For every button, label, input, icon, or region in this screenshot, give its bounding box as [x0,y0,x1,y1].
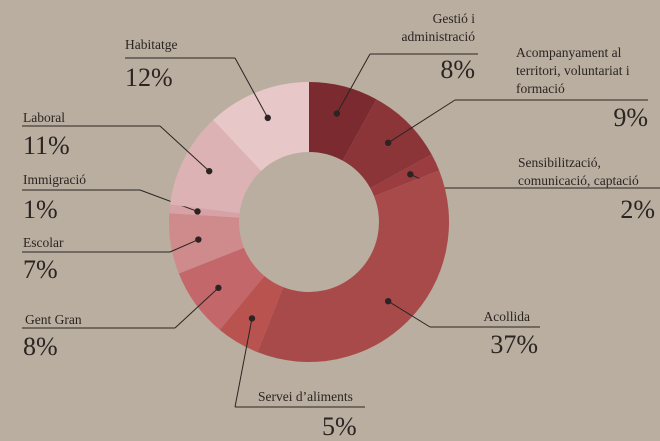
leader-dot [407,171,414,178]
category-label: Laboral [23,110,65,125]
value-label: 1% [23,195,58,224]
slice [309,82,377,161]
leader-dot [384,297,392,305]
leader-line [169,239,199,253]
value-label: 37% [490,330,538,359]
leader-dot [195,236,202,243]
leader-dot [206,167,213,175]
leader-line [159,125,210,172]
slice [169,213,244,274]
value-label: 8% [23,332,58,361]
category-label: Sensibilització, comunicació, captació [518,155,639,188]
category-label: Servei d’aliments [258,389,353,404]
slice [170,119,262,214]
leader-line [234,57,269,119]
leader-dot [384,139,392,147]
leader-line [174,287,219,329]
value-label: 11% [23,131,70,160]
category-label: Gestió i administració [401,11,475,44]
slice [257,170,450,363]
category-label: Escolar [23,235,64,250]
value-label: 5% [322,412,357,441]
leader-line [336,53,371,114]
slice [178,247,265,330]
leader-dot [194,208,201,215]
leader-dot [248,315,256,322]
value-label: 2% [620,195,655,224]
category-label: Habitatge [125,37,178,52]
leader-line [387,99,456,144]
leader-dot [264,114,271,122]
leader-line [234,318,253,408]
slice [213,82,309,171]
category-label: Gent Gran [25,312,82,327]
leader-line [387,300,431,328]
value-label: 7% [23,255,58,284]
value-label: 8% [440,55,475,84]
value-label: 9% [613,103,648,132]
category-label: Acompanyament al territori, voluntariat … [516,45,630,96]
category-label: Acollida [483,309,531,324]
slice [219,275,284,353]
leader-line [139,189,198,212]
leader-dot [333,110,341,117]
slice [370,154,440,197]
category-label: Immigració [23,172,86,187]
leader-dot [215,284,222,292]
value-label: 12% [125,63,173,92]
